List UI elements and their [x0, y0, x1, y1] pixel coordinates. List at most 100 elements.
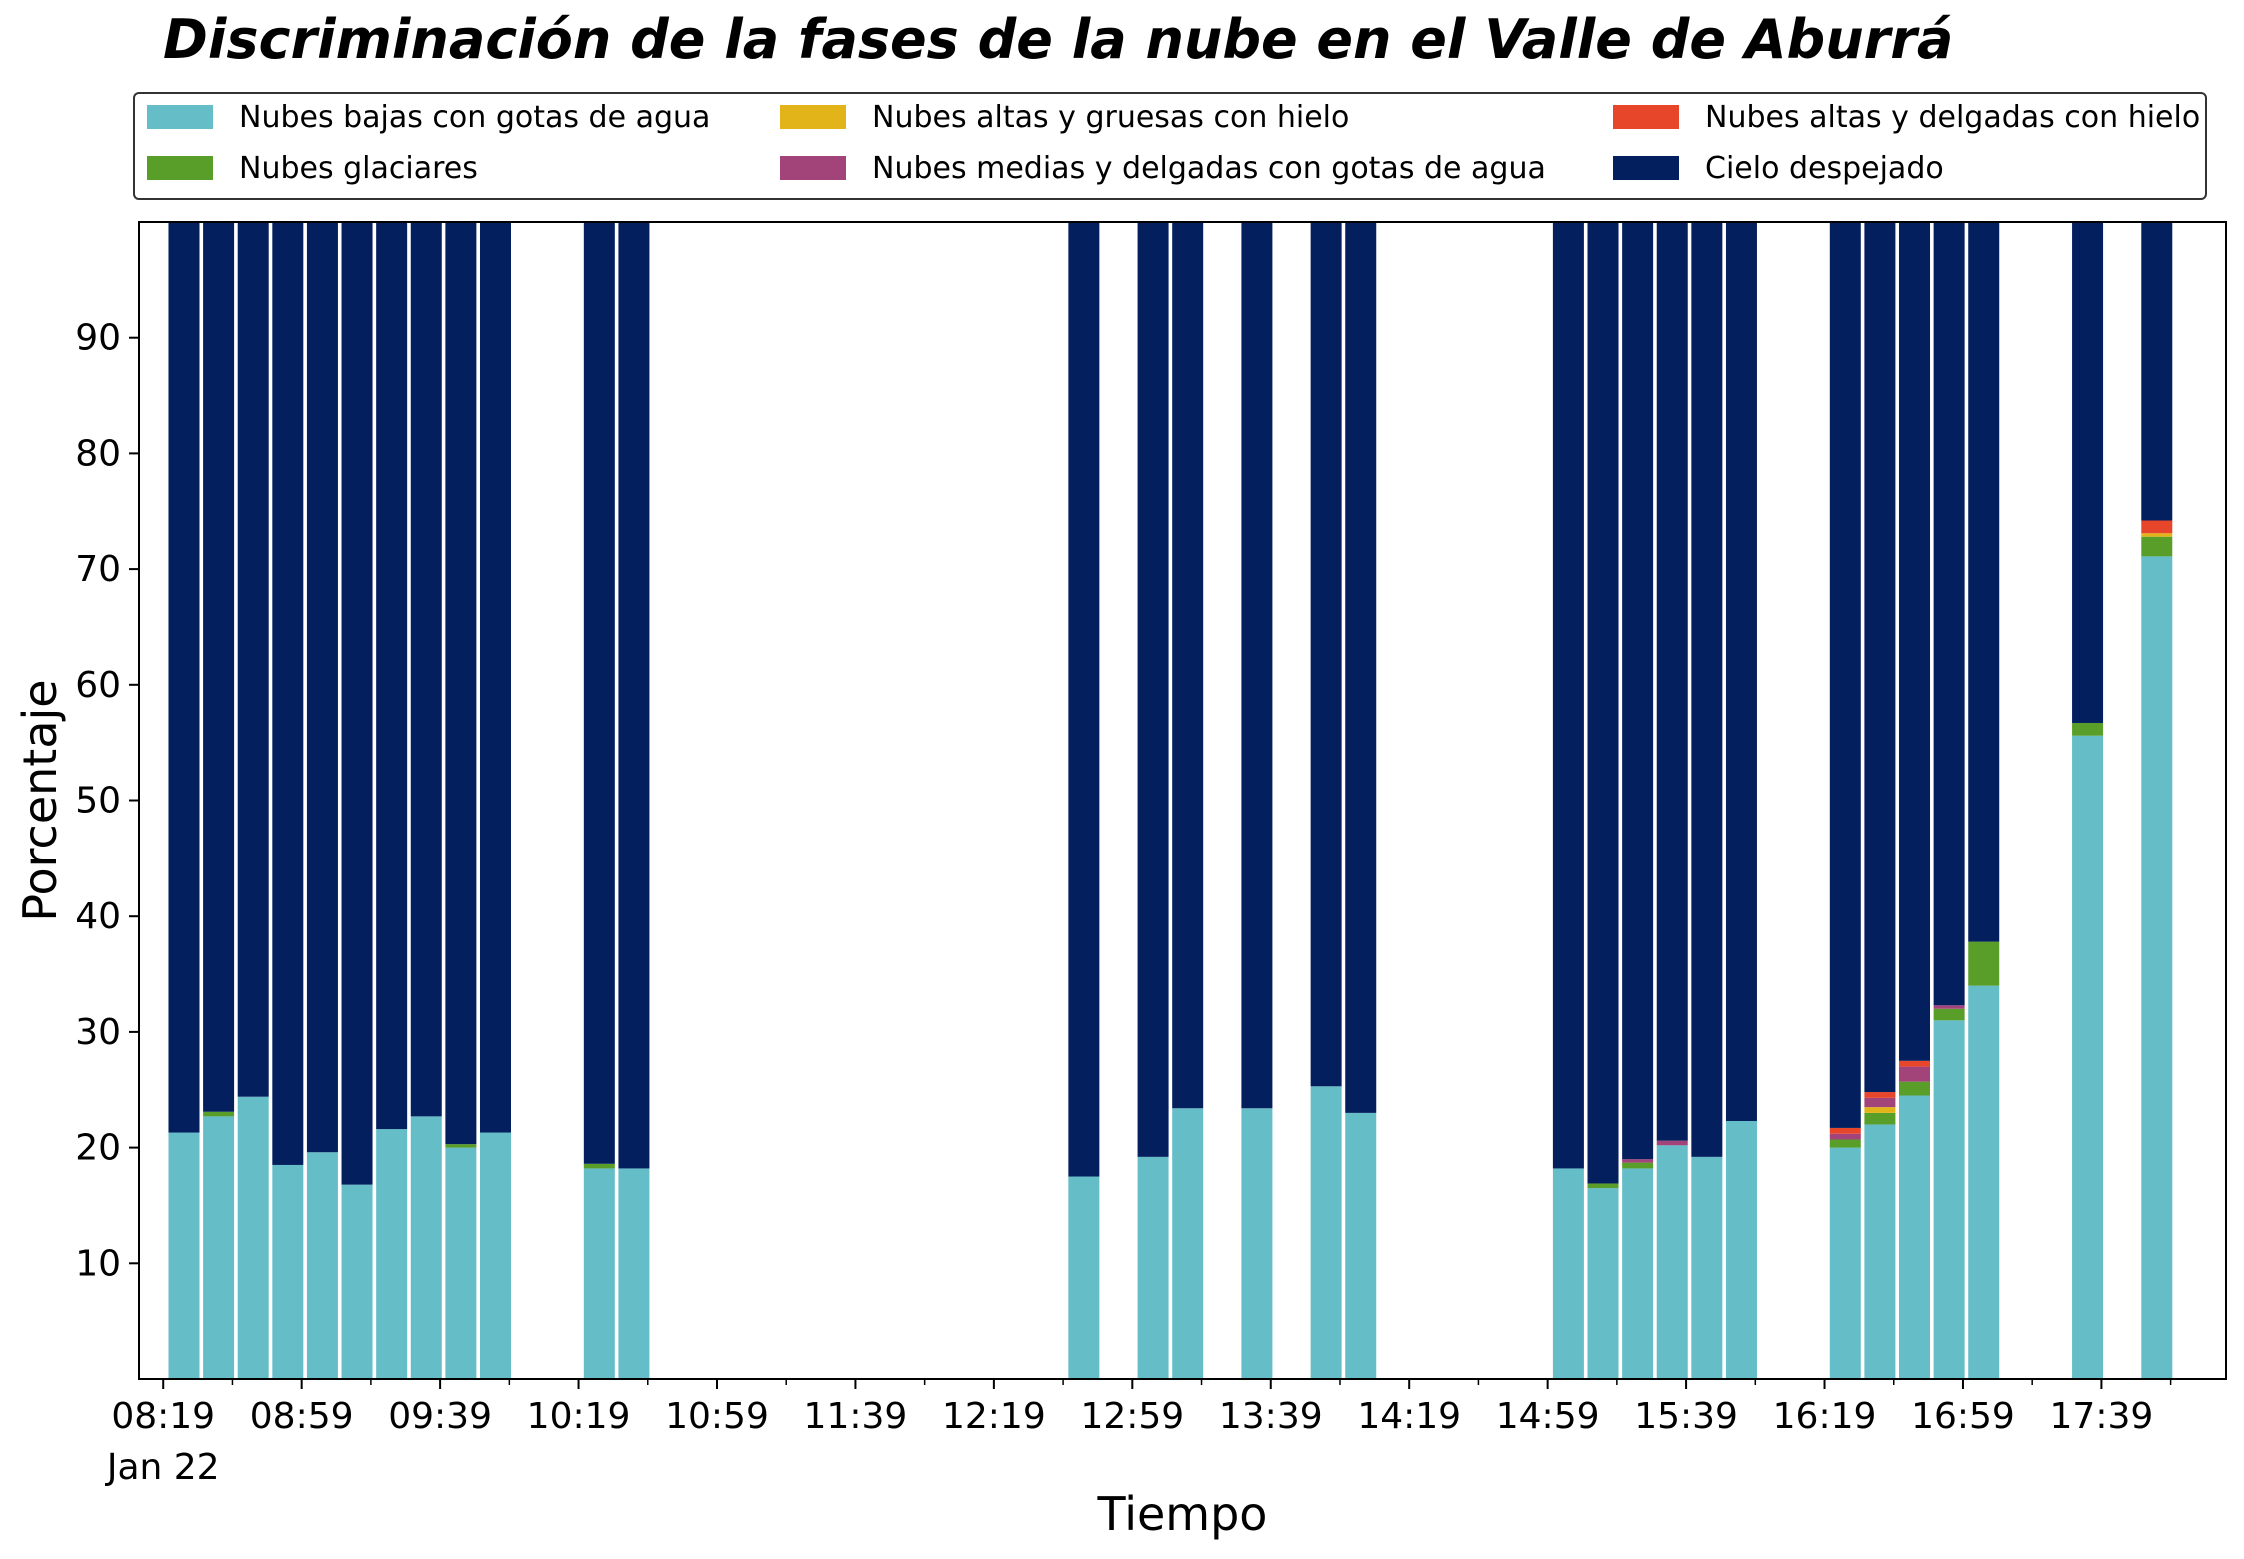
bar-segment-0-24	[1829, 1147, 1861, 1379]
bar-segment-0-10	[583, 1168, 615, 1379]
legend-label-5: Cielo despejado	[1705, 150, 1944, 186]
bar-segment-5-29	[2072, 222, 2104, 723]
bar-segment-0-22	[1691, 1156, 1723, 1379]
bar-segment-5-4	[306, 222, 338, 1153]
bar-segment-3-24	[1829, 1133, 1861, 1140]
x-tick-label-11: 15:39	[1634, 1396, 1738, 1437]
bar-segment-4-25	[1864, 1092, 1896, 1098]
legend-item-1: Nubes glaciares	[147, 145, 478, 191]
legend-item-2: Nubes altas y gruesas con hielo	[780, 94, 1349, 140]
bar-segment-4-24	[1829, 1127, 1861, 1134]
x-axis-label: Tiempo	[1097, 1487, 1268, 1541]
x-tick-label-4: 10:59	[665, 1396, 769, 1437]
legend-label-2: Nubes altas y gruesas con hielo	[872, 99, 1350, 135]
bar-segment-0-7	[410, 1116, 442, 1379]
bar-segment-0-21	[1656, 1145, 1688, 1379]
bar-segment-0-4	[306, 1152, 338, 1379]
bar-segment-5-17	[1345, 222, 1377, 1113]
bar-segment-1-1	[203, 1111, 235, 1117]
legend-swatch-4	[1613, 105, 1679, 129]
y-tick-label-8: 90	[75, 318, 121, 359]
legend: Nubes bajas con gotas de agua Nubes glaci…	[133, 92, 2207, 200]
bar-segment-5-16	[1310, 222, 1342, 1087]
legend-item-5: Cielo despejado	[1613, 145, 1944, 191]
bar-segment-5-1	[203, 222, 235, 1112]
y-tick-label-5: 60	[75, 665, 121, 706]
bar-segment-1-30	[2141, 536, 2173, 557]
bar-segment-5-20	[1622, 222, 1654, 1160]
x-tick-label-12: 16:19	[1773, 1396, 1877, 1437]
bar-segment-0-26	[1899, 1095, 1931, 1379]
x-tick-label-2: 09:39	[388, 1396, 492, 1437]
bar-segment-0-3	[272, 1164, 304, 1379]
bar-segment-0-29	[2072, 735, 2104, 1379]
bar-segment-0-11	[618, 1168, 650, 1379]
bar-segment-5-9	[479, 222, 511, 1133]
bar-segment-3-25	[1864, 1097, 1896, 1108]
legend-swatch-3	[780, 156, 846, 180]
bar-segment-5-21	[1656, 222, 1688, 1141]
bar-segment-2-25	[1864, 1107, 1896, 1113]
legend-label-1: Nubes glaciares	[239, 150, 478, 186]
bar-segment-5-23	[1725, 222, 1757, 1121]
x-tick-label-1: 08:59	[250, 1396, 354, 1437]
legend-item-3: Nubes medias y delgadas con gotas de agu…	[780, 145, 1546, 191]
bar-segment-1-8	[445, 1144, 477, 1148]
y-tick-label-4: 50	[75, 781, 121, 822]
bar-segment-5-10	[583, 222, 615, 1164]
bar-segment-1-20	[1622, 1162, 1654, 1169]
bar-segment-0-18	[1552, 1168, 1584, 1379]
bar-segment-3-27	[1933, 1005, 1965, 1009]
bar-segment-5-25	[1864, 222, 1896, 1093]
x-tick-label-7: 12:59	[1080, 1396, 1184, 1437]
bar-segment-5-5	[341, 222, 373, 1185]
x-tick-label-6: 12:19	[942, 1396, 1046, 1437]
bar-segment-5-11	[618, 222, 650, 1169]
bar-segment-3-26	[1899, 1066, 1931, 1082]
y-tick-label-6: 70	[75, 549, 121, 590]
bar-segment-5-7	[410, 222, 442, 1117]
bar-segment-3-20	[1622, 1159, 1654, 1163]
legend-swatch-1	[147, 156, 213, 180]
y-tick-label-7: 80	[75, 433, 121, 474]
x-tick-label-3: 10:19	[527, 1396, 631, 1437]
bar-segment-5-12	[1068, 222, 1100, 1177]
legend-label-4: Nubes altas y delgadas con hielo	[1705, 99, 2201, 135]
bar-segment-0-27	[1933, 1020, 1965, 1379]
bar-segment-0-23	[1725, 1120, 1757, 1379]
bar-segment-1-26	[1899, 1081, 1931, 1096]
bar-segment-0-15	[1241, 1108, 1273, 1379]
bar-segment-1-19	[1587, 1183, 1619, 1189]
bar-segment-1-24	[1829, 1139, 1861, 1148]
bar-segment-0-9	[479, 1132, 511, 1379]
bar-segment-5-8	[445, 222, 477, 1145]
bar-segment-5-6	[376, 222, 408, 1130]
x-tick-label-0: 08:19	[111, 1396, 215, 1437]
bar-segment-3-21	[1656, 1140, 1688, 1146]
bar-segment-5-0	[168, 222, 200, 1133]
legend-item-0: Nubes bajas con gotas de agua	[147, 94, 710, 140]
bar-segment-0-25	[1864, 1124, 1896, 1379]
bar-segment-1-25	[1864, 1112, 1896, 1125]
bar-segment-5-19	[1587, 222, 1619, 1184]
bar-segment-2-30	[2141, 533, 2173, 537]
x-tick-label-14: 17:39	[2050, 1396, 2154, 1437]
legend-label-0: Nubes bajas con gotas de agua	[239, 99, 711, 135]
bar-segment-4-26	[1899, 1060, 1931, 1067]
y-tick-label-1: 20	[75, 1128, 121, 1169]
bar-segment-0-14	[1172, 1108, 1204, 1379]
legend-swatch-2	[780, 105, 846, 129]
bar-segment-0-0	[168, 1132, 200, 1379]
bar-segment-0-6	[376, 1129, 408, 1379]
bar-segment-0-19	[1587, 1188, 1619, 1379]
bar-segment-0-12	[1068, 1176, 1100, 1379]
legend-swatch-0	[147, 105, 213, 129]
x-tick-label-8: 13:39	[1219, 1396, 1323, 1437]
bar-segment-0-30	[2141, 556, 2173, 1379]
legend-swatch-5	[1613, 156, 1679, 180]
bar-segment-0-2	[237, 1096, 269, 1379]
bar-segment-5-14	[1172, 222, 1204, 1109]
legend-item-4: Nubes altas y delgadas con hielo	[1613, 94, 2200, 140]
bar-segment-5-3	[272, 222, 304, 1165]
